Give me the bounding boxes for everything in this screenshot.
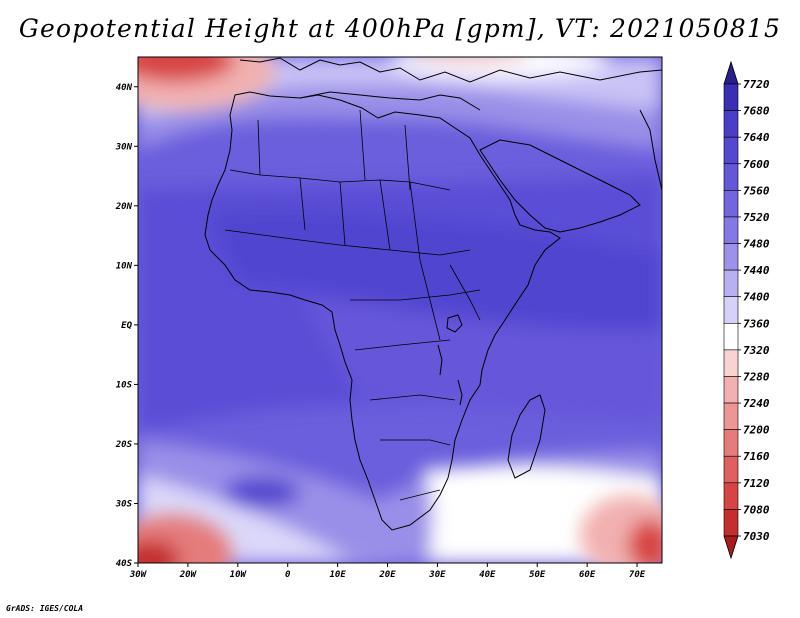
x-tick-label: 0 — [285, 570, 291, 580]
y-tick-label: 30N — [115, 142, 133, 152]
colorbar-label: 7280 — [743, 370, 770, 383]
colorbar-label: 7680 — [743, 105, 770, 118]
colorbar-swatch — [723, 136, 739, 165]
colorbar-top-arrow — [723, 60, 739, 85]
field-n-pink — [411, 57, 529, 63]
colorbar-swatch — [723, 110, 739, 138]
colorbar-swatch — [723, 296, 739, 324]
x-tick-label: 70E — [629, 570, 646, 580]
y-tick-label: 10S — [116, 380, 133, 390]
x-tick-label: 30E — [428, 570, 446, 580]
colorbar-label: 7080 — [743, 503, 770, 516]
country-borders — [224, 109, 481, 501]
colorbar-swatch — [723, 243, 739, 271]
x-tick-label: 20W — [179, 570, 198, 580]
colorbar-label: 7200 — [743, 424, 770, 437]
colorbar-swatch — [723, 455, 739, 484]
colorbar-swatch — [723, 83, 739, 111]
x-tick-label: 60E — [579, 570, 596, 580]
india-coastline — [639, 109, 662, 191]
colorbar-label: 7560 — [743, 184, 770, 197]
madagascar-coastline — [507, 394, 546, 479]
colorbar-swatch — [723, 376, 739, 404]
colorbar-swatch — [723, 163, 739, 191]
colorbar: 7720 7680 7640 7600 7560 7520 7480 7440 7400 7360… — [723, 60, 770, 560]
lake-malawi — [457, 379, 463, 406]
y-tick-label: 40N — [116, 83, 133, 93]
colorbar-label: 7400 — [743, 291, 770, 304]
x-tick-label: 30W — [129, 570, 148, 580]
y-tick-label: 40S — [116, 559, 133, 569]
field-se-low-inner — [628, 519, 662, 563]
colorbar-label: 7720 — [743, 78, 770, 91]
colorbar-label: 7520 — [743, 211, 770, 224]
colorbar-label: 7030 — [743, 530, 770, 543]
field-sw-low-inner — [138, 540, 180, 563]
colorbar-swatch — [723, 349, 739, 377]
x-tick-label: 50E — [529, 570, 546, 580]
colorbar-label: 7120 — [743, 477, 770, 490]
colorbar-label: 7160 — [743, 450, 770, 463]
field-band-mid — [300, 300, 662, 420]
lake-tanganyika — [437, 344, 443, 376]
colorbar-swatch — [723, 429, 739, 457]
y-tick-label: 30S — [115, 499, 133, 509]
y-tick-label: EQ — [121, 321, 132, 331]
colorbar-label: 7600 — [743, 158, 770, 171]
lake-victoria — [446, 314, 463, 333]
europe-coastline — [239, 57, 662, 83]
mediterranean-coast — [299, 91, 481, 111]
colorbar-swatch — [723, 402, 739, 430]
y-tick-label: 20S — [115, 440, 133, 450]
colorbar-swatch — [723, 322, 739, 351]
colorbar-swatch — [723, 190, 739, 218]
field-south-atlantic-pool — [224, 476, 300, 508]
colorbar-label: 7360 — [743, 317, 770, 330]
arabia-coastline — [479, 139, 641, 233]
colorbar-swatch — [723, 216, 739, 244]
x-tick-label: 10E — [329, 570, 346, 580]
colorbar-label: 7240 — [743, 397, 770, 410]
geopotential-field — [138, 57, 662, 563]
colorbar-swatch — [723, 482, 739, 510]
colorbar-label: 7440 — [743, 264, 770, 277]
map-title: Geopotential Height at 400hPa [gpm], VT:… — [18, 14, 782, 43]
coastlines — [204, 57, 662, 531]
africa-coastline — [204, 91, 561, 531]
x-axis: 30W 20W 10W 0 10E 20E 30E 40E 50E 60E 70E — [129, 563, 646, 580]
grads-credit: GrADS: IGES/COLA — [6, 604, 84, 613]
field-n-white — [390, 57, 610, 78]
y-tick-label: 10N — [116, 261, 133, 271]
x-tick-label: 10W — [230, 570, 248, 580]
colorbar-label: 7640 — [743, 131, 770, 144]
colorbar-swatch — [723, 509, 739, 537]
x-tick-label: 20E — [378, 570, 396, 580]
colorbar-label: 7320 — [743, 344, 770, 357]
colorbar-bottom-arrow — [723, 535, 739, 560]
field-nw-low-inner — [138, 57, 235, 82]
colorbar-swatch — [723, 269, 739, 298]
colorbar-label: 7480 — [743, 238, 770, 251]
plot-frame — [137, 56, 663, 564]
x-tick-label: 40E — [479, 570, 496, 580]
y-tick-label: 20N — [115, 202, 133, 212]
y-axis: 40N 30N 20N 10N EQ 10S 20S 30S 40S — [115, 83, 138, 569]
